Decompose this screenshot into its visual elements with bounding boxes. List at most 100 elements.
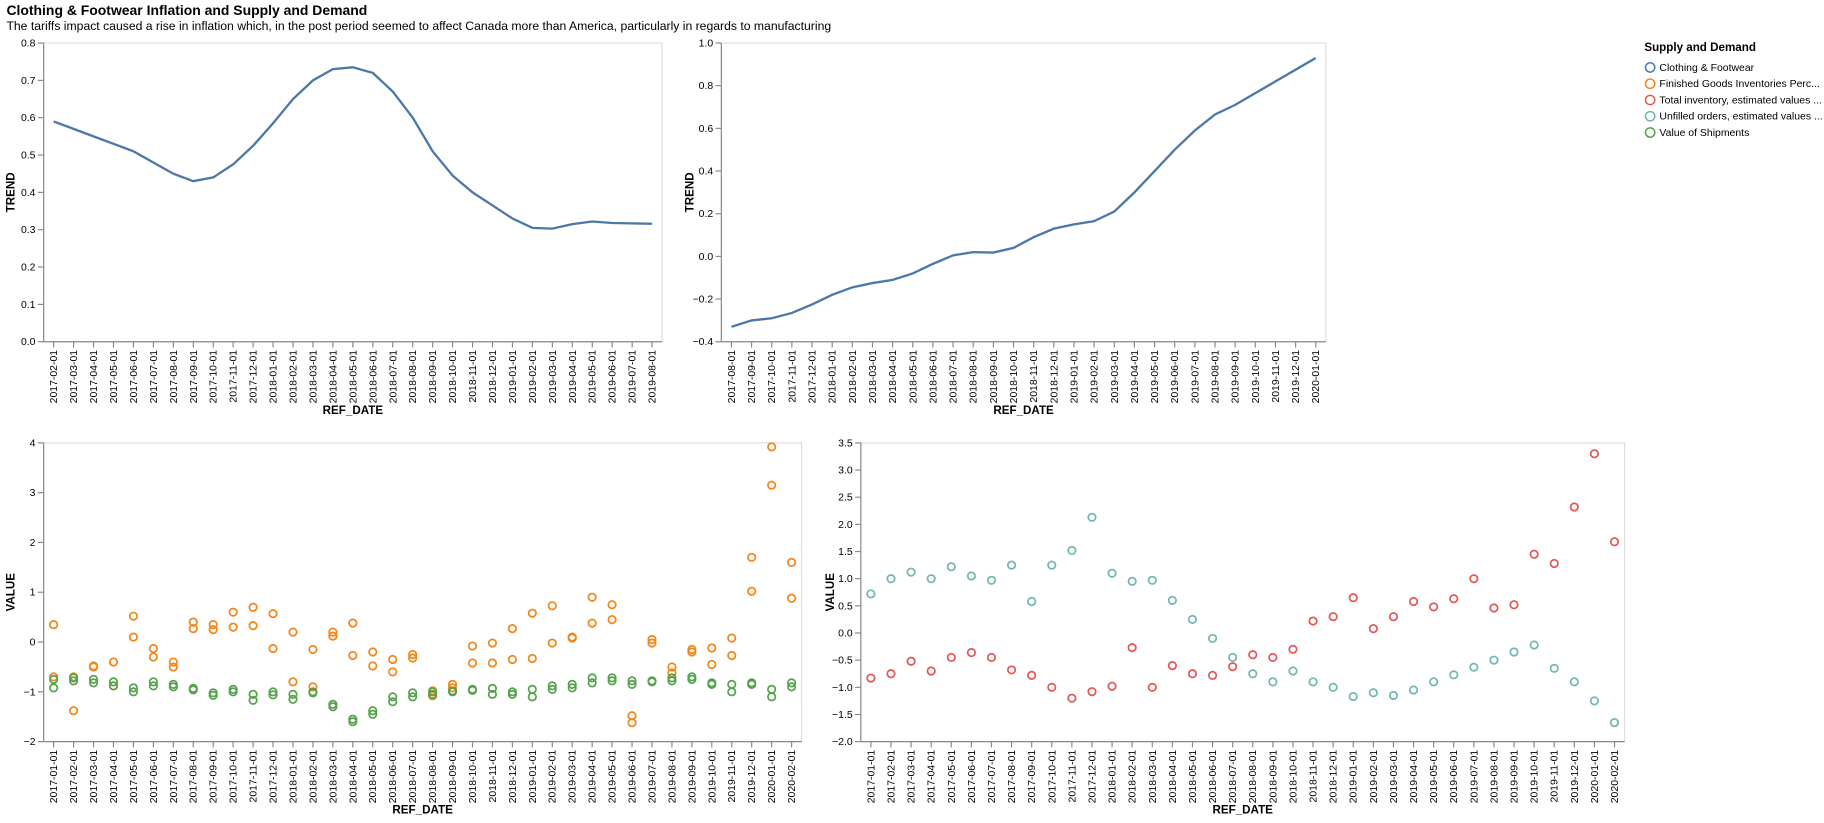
point: [447, 683, 458, 693]
x-tick-label: 2017-10-01: [209, 350, 220, 404]
x-tick-label: 2017-03-01: [89, 750, 100, 804]
point: [727, 687, 737, 697]
point: [68, 673, 79, 683]
x-tick-label: 2018-06-01: [368, 350, 379, 404]
title: Clothing & Footwear Inflation and Supply…: [6, 2, 367, 18]
y-tick-label: 0.8: [21, 38, 36, 49]
point: [1529, 549, 1539, 559]
y-tick-label: 0.1: [21, 300, 36, 311]
x-tick-label: 2017-05-01: [947, 750, 958, 804]
x-tick-label: 2018-04-01: [348, 750, 359, 804]
x-tick-label: 2019-06-01: [628, 750, 639, 804]
point: [308, 682, 318, 692]
point: [1087, 687, 1097, 697]
x-tick-label: 2018-12-01: [488, 350, 499, 404]
legend-label: Value of Shipments: [1659, 128, 1749, 139]
point: [1509, 647, 1519, 657]
point: [1167, 660, 1177, 671]
point: [587, 673, 597, 683]
x-tick-label: 2018-02-01: [289, 350, 300, 404]
x-tick-label: 2018-09-01: [989, 350, 1000, 404]
point: [567, 683, 577, 693]
point: [408, 692, 418, 702]
point: [1207, 670, 1218, 680]
point: [49, 620, 59, 630]
x-axis-title: REF_DATE: [1213, 804, 1274, 817]
point: [647, 638, 657, 648]
y-tick-label: 3.0: [838, 466, 853, 477]
subtitle: The tariffs impact caused a rise in infl…: [6, 19, 831, 33]
point: [547, 601, 557, 611]
y-tick-label: 1.0: [838, 574, 853, 585]
point: [587, 678, 597, 688]
point: [228, 607, 238, 617]
point: [1469, 662, 1479, 672]
y-tick-label: 1.0: [699, 38, 714, 49]
point: [787, 682, 797, 692]
chart: −2.0 −1.5 −1.0 −0.5 0.0 0.5 1.0 1.5 2.0 2.5 3.0 3.5…: [824, 438, 1626, 817]
point: [408, 688, 418, 698]
point: [148, 681, 158, 691]
point: [607, 615, 617, 625]
point: [767, 684, 777, 694]
x-tick-label: 2018-01-01: [1108, 750, 1119, 804]
legend-symbol: [1644, 62, 1656, 73]
x-tick-label: 2019-05-01: [588, 350, 599, 404]
point: [467, 658, 478, 668]
x-tick-label: 2019-05-01: [608, 750, 619, 804]
x-tick-label: 2019-05-01: [1429, 750, 1440, 804]
x-tick-label: 2018-10-01: [448, 350, 459, 404]
plot-frame: [860, 442, 1626, 743]
point: [1268, 677, 1278, 687]
point: [328, 631, 338, 641]
point: [368, 647, 378, 657]
point: [1368, 624, 1378, 634]
point: [906, 567, 916, 577]
x-tick-label: 2020-01-01: [1590, 750, 1601, 804]
x-tick-label: 2018-11-01: [488, 750, 499, 803]
x-tick-label: 2019-06-01: [608, 350, 619, 404]
point: [487, 683, 498, 693]
x-tick-label: 2018-01-01: [269, 350, 280, 404]
x-tick-label: 2017-06-01: [149, 750, 160, 804]
y-tick-label: 2.5: [838, 493, 853, 504]
point: [1027, 670, 1037, 680]
y-tick-label: 0.3: [21, 225, 36, 236]
x-tick-label: 2017-10-01: [229, 750, 240, 804]
plot-frame: [720, 42, 1327, 343]
x-tick-label: 2017-12-01: [808, 350, 819, 404]
legend-label: Unfilled orders, estimated values ...: [1659, 112, 1822, 123]
legend-label: Total inventory, estimated values ...: [1659, 95, 1822, 106]
point: [507, 624, 517, 634]
point: [1228, 662, 1238, 672]
point: [487, 658, 498, 668]
x-tick-label: 2018-06-01: [928, 350, 939, 404]
point: [188, 624, 198, 634]
x-tick-label: 2019-11-01: [1271, 350, 1282, 403]
x-tick-label: 2018-02-01: [1128, 750, 1139, 804]
point: [188, 617, 198, 627]
x-tick-label: 2017-04-01: [89, 350, 100, 404]
point: [228, 687, 238, 697]
point: [208, 690, 218, 700]
legend-symbol: [1644, 78, 1656, 90]
point: [1609, 718, 1620, 728]
point: [667, 676, 677, 686]
x-tick-label: 2020-01-01: [1311, 350, 1322, 404]
x-tick-label: 2018-12-01: [1049, 350, 1060, 404]
point: [388, 697, 398, 707]
x-axis-title: REF_DATE: [392, 804, 453, 817]
point: [1187, 669, 1198, 679]
point: [787, 557, 797, 567]
point: [607, 673, 617, 683]
point: [168, 657, 178, 667]
point: [1167, 595, 1177, 605]
x-tick-label: 2018-05-01: [908, 350, 919, 404]
x-tick-label: 2019-01-01: [508, 350, 519, 404]
point: [168, 682, 178, 692]
x-tick-label: 2019-03-01: [568, 750, 579, 804]
x-tick-label: 2017-07-01: [149, 350, 160, 404]
point: [427, 689, 438, 699]
x-tick-label: 2017-01-01: [866, 750, 877, 804]
x-tick-label: 2018-06-01: [388, 750, 399, 804]
